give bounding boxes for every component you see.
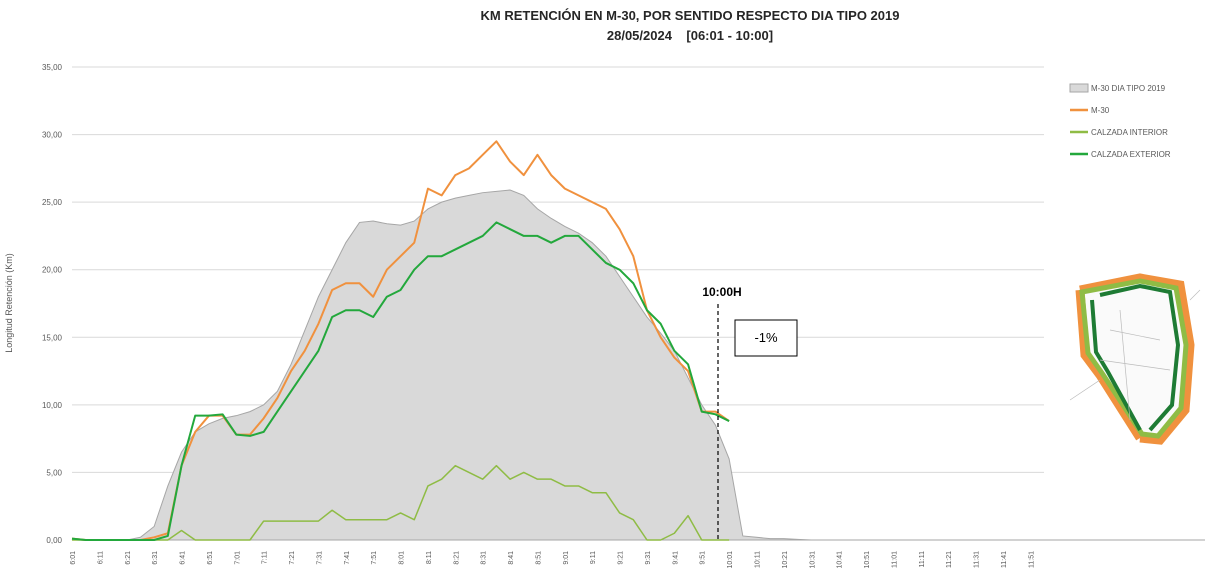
x-tick-label: 9:41: [672, 551, 679, 565]
x-tick-label: 6:51: [207, 551, 214, 565]
legend: M-30 DIA TIPO 2019 M-30 CALZADA INTERIOR CA…: [1069, 83, 1171, 159]
x-tick-label: 11:21: [946, 551, 953, 568]
line: [71, 221, 730, 541]
y-tick-label: 30,00: [42, 131, 63, 140]
annotation: 10:00H: [702, 285, 741, 299]
x-tick-label: 6:41: [180, 551, 187, 565]
x-tick-label: 8:51: [535, 551, 542, 565]
x-tick-label: 9:01: [563, 551, 570, 565]
y-axis-label: Longitud Retención (Km): [4, 253, 14, 353]
y-tick-label: 25,00: [42, 198, 63, 207]
x-tick-label: 11:11: [919, 551, 926, 568]
x-tick-label: 10:11: [755, 551, 762, 568]
x-tick-label: 7:01: [234, 551, 241, 565]
x-tick-label: 8:21: [453, 551, 460, 565]
x-tick-label: 10:51: [864, 551, 871, 569]
x-tick-label: 7:51: [371, 551, 378, 565]
area: [72, 189, 1205, 541]
y-tick-label: 10,00: [42, 401, 63, 410]
y-tick-label: 5,00: [46, 468, 62, 477]
x-tick-label: 8:01: [399, 551, 406, 565]
x-tick-label: 8:41: [508, 551, 515, 565]
y-tick-label: 35,00: [42, 63, 63, 72]
annotation-box: [734, 319, 798, 357]
x-tick-label: 6:11: [97, 551, 104, 564]
x-tick-label: 11:01: [891, 551, 898, 568]
legend-label: CALZADA EXTERIOR: [1091, 150, 1171, 159]
x-tick-label: 9:31: [645, 551, 652, 565]
legend-label: M-30 DIA TIPO 2019: [1091, 84, 1166, 93]
x-tick-label: 10:31: [809, 551, 816, 569]
x-tick-label: 11:31: [974, 551, 981, 568]
x-tick-label: 6:01: [70, 551, 77, 565]
x-tick-label: 9:51: [700, 551, 707, 565]
line: [72, 464, 730, 541]
legend-label: CALZADA INTERIOR: [1091, 128, 1168, 137]
x-tick-label: 8:31: [481, 551, 488, 565]
chart-title: KM RETENCIÓN EN M-30, POR SENTIDO RESPEC…: [481, 8, 900, 23]
x-tick-label: 10:21: [782, 551, 789, 569]
x-tick-label: 7:11: [262, 551, 269, 564]
x-tick-label: 9:11: [590, 551, 597, 564]
x-tick-label: 7:41: [344, 551, 351, 565]
legend-swatch: [1069, 83, 1089, 93]
x-tick-label: 10:01: [727, 551, 734, 569]
y-tick-label: 15,00: [42, 333, 63, 342]
x-tick-label: 11:51: [1028, 551, 1035, 568]
x-tick-label: 7:21: [289, 551, 296, 565]
map-icon: [1069, 273, 1201, 445]
x-tick-label: 10:41: [837, 551, 844, 569]
x-tick-label: 11:41: [1001, 551, 1008, 568]
plot-area: 0,00 5,00 10,00 15,00 20,00 25,00 30,00 35,00 6:…: [42, 63, 1205, 569]
x-tick-label: 6:31: [152, 551, 159, 565]
x-tick-label: 7:31: [316, 551, 323, 565]
y-tick-label: 0,00: [46, 536, 62, 545]
y-tick-label: 20,00: [42, 266, 63, 275]
annotation: -1%: [754, 330, 778, 345]
x-tick-label: 6:21: [125, 551, 132, 565]
chart-subtitle: 28/05/2024 [06:01 - 10:00]: [607, 28, 773, 43]
x-tick-label: 9:21: [618, 551, 625, 565]
x-tick-label: 8:11: [426, 551, 433, 564]
legend-label: M-30: [1091, 106, 1110, 115]
